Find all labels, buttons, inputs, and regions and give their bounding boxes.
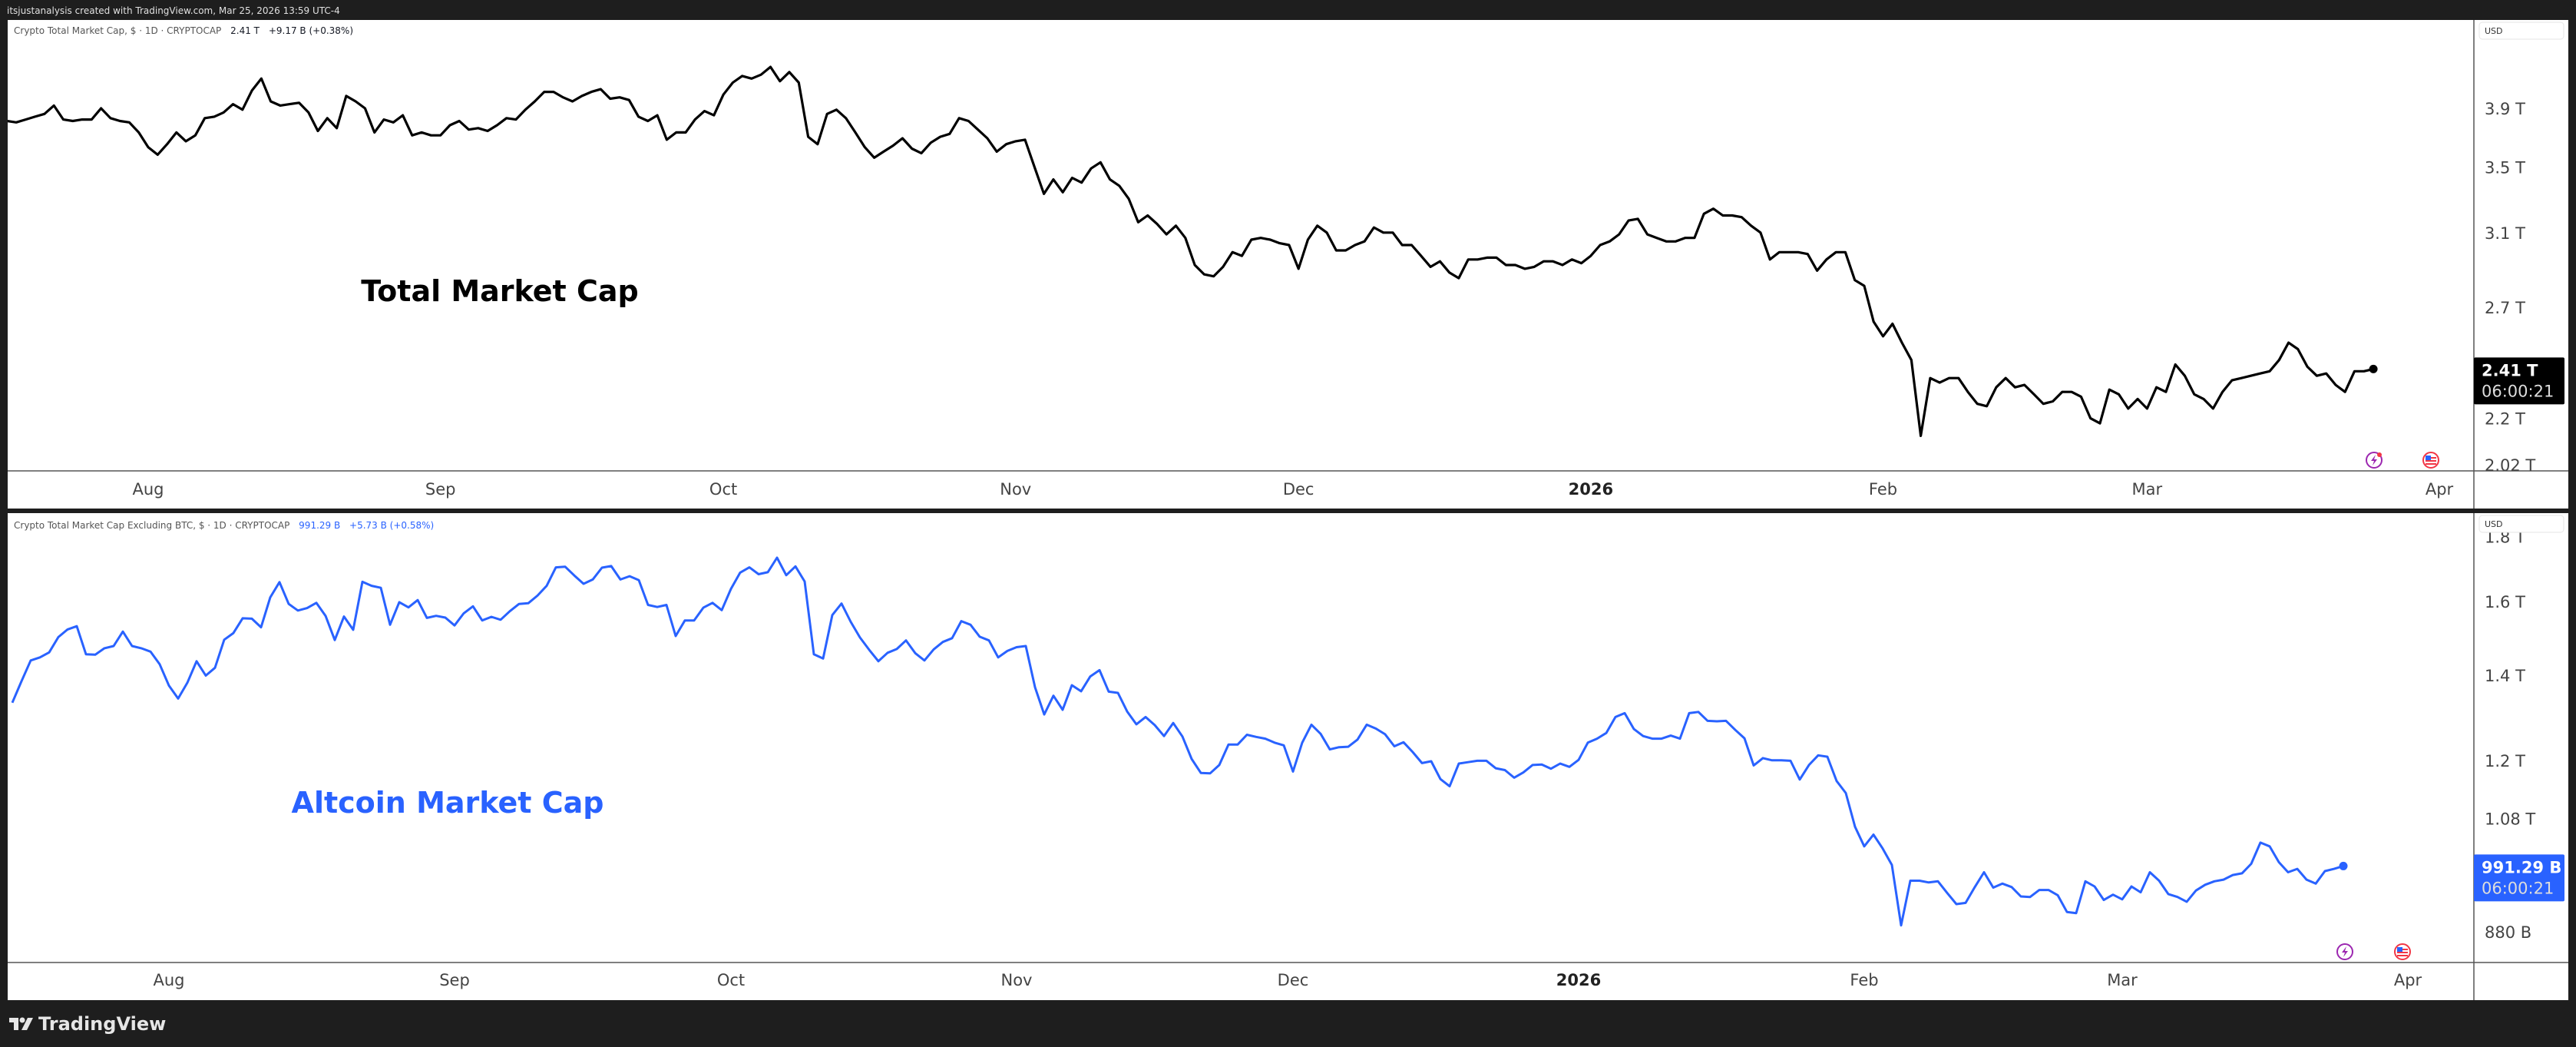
time-axis-label: Mar — [2107, 971, 2138, 989]
price-axis-label: 1.6 T — [2485, 593, 2525, 611]
time-axis-label: Oct — [717, 971, 745, 989]
price-axis-label: 2.7 T — [2485, 299, 2525, 317]
price-axis-label: 1.08 T — [2485, 810, 2535, 829]
currency-label: USD — [2485, 26, 2503, 36]
price-axis-label: 2.02 T — [2485, 456, 2535, 475]
pane-background — [8, 20, 2568, 509]
annotation-altcoin-market-cap: Altcoin Market Cap — [292, 786, 604, 820]
currency-selector[interactable]: USD — [2478, 22, 2564, 40]
events-lightning-icon[interactable] — [2336, 943, 2353, 960]
currency-label: USD — [2485, 519, 2503, 529]
legend-change: +9.17 B (+0.38%) — [269, 25, 353, 36]
time-axis-label: Mar — [2132, 480, 2163, 499]
time-axis-label: Dec — [1283, 480, 1314, 499]
time-axis-label: Feb — [1869, 480, 1897, 499]
time-axis-label: Feb — [1850, 971, 1878, 989]
legend-title: Crypto Total Market Cap Excluding BTC, $… — [14, 520, 434, 531]
last-price-box — [2474, 854, 2564, 902]
price-axis-label: 2.2 T — [2485, 410, 2525, 429]
pane-total-market-cap: Crypto Total Market Cap, $ · 1D · CRYPTO… — [7, 20, 2568, 509]
time-axis-label: Nov — [1001, 971, 1033, 989]
price-axis-labels: 3.9 T 3.5 T 3.1 T 2.7 T 2.2 T 2.02 T — [2485, 100, 2535, 475]
price-axis-label: 880 B — [2485, 923, 2531, 942]
time-axis-labels: Aug Sep Oct Nov Dec 2026 Feb Mar Apr — [153, 971, 2422, 989]
altcoin-market-cap-line[interactable] — [11, 556, 2344, 927]
last-price-box — [2474, 357, 2564, 405]
price-axis-label: 3.5 T — [2485, 158, 2525, 177]
time-axis-label: Sep — [439, 971, 470, 989]
tradingview-logo-text: TradingView — [38, 1013, 166, 1035]
time-axis-label: Nov — [1000, 480, 1031, 499]
price-axis-label: 1.4 T — [2485, 667, 2525, 685]
legend-title: Crypto Total Market Cap, $ · 1D · CRYPTO… — [14, 25, 353, 36]
legend-symbol: Crypto Total Market Cap Excluding BTC, $… — [14, 520, 289, 531]
time-axis-label: Sep — [425, 480, 456, 499]
series-line-group — [7, 65, 2378, 437]
attribution-text: itsjustanalysis created with TradingView… — [7, 5, 340, 16]
time-axis-label: Apr — [2394, 971, 2422, 989]
last-price-dot — [2339, 861, 2348, 870]
tradingview-logo[interactable]: TradingView — [9, 1013, 166, 1035]
pane-altcoin-market-cap: Crypto Total Market Cap Excluding BTC, $… — [8, 513, 2568, 1000]
price-axis-label: 1.2 T — [2485, 752, 2525, 770]
price-axis-label: 3.9 T — [2485, 100, 2525, 118]
tradingview-logo-icon — [9, 1017, 33, 1030]
bar-close-countdown: 06:00:21 — [2482, 879, 2554, 897]
time-axis-label: Dec — [1278, 971, 1309, 989]
legend-symbol: Crypto Total Market Cap, $ · 1D · CRYPTO… — [14, 25, 221, 36]
legend-last-value: 2.41 T — [230, 25, 260, 36]
currency-selector[interactable]: USD — [2478, 515, 2564, 533]
currency-box[interactable] — [2478, 22, 2564, 40]
last-price-dot — [2369, 364, 2378, 373]
time-axis-label: 2026 — [1556, 971, 1601, 989]
time-axis-label: Oct — [709, 480, 737, 499]
last-price-value: 991.29 B — [2482, 858, 2561, 876]
last-price-label: 991.29 B 06:00:21 — [2474, 854, 2564, 902]
annotation-total-market-cap: Total Market Cap — [361, 274, 638, 308]
time-axis-label: 2026 — [1569, 480, 1613, 499]
legend-last-value: 991.29 B — [299, 520, 340, 531]
total-market-cap-line[interactable] — [7, 65, 2374, 437]
time-axis-label: Aug — [132, 480, 164, 499]
price-axis-label: 3.1 T — [2485, 224, 2525, 243]
events-lightning-icon[interactable] — [2366, 452, 2383, 469]
bar-close-countdown: 06:00:21 — [2482, 382, 2554, 400]
time-axis-label: Aug — [153, 971, 184, 989]
time-axis-label: Apr — [2426, 480, 2454, 499]
last-price-value: 2.41 T — [2482, 361, 2538, 379]
currency-box[interactable] — [2478, 515, 2564, 533]
legend-change: +5.73 B (+0.58%) — [349, 520, 434, 531]
series-line-group — [11, 556, 2348, 927]
last-price-label: 2.41 T 06:00:21 — [2474, 357, 2564, 405]
us-flag-economic-event-icon[interactable] — [2422, 452, 2439, 469]
us-flag-economic-event-icon[interactable] — [2394, 943, 2411, 960]
time-axis-labels: Aug Sep Oct Nov Dec 2026 Feb Mar Apr — [132, 480, 2453, 499]
